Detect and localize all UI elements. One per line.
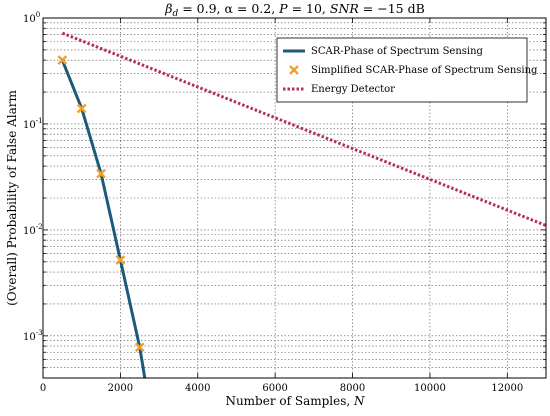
- scar-line: [60, 59, 147, 379]
- x-tick-label: 12000: [491, 383, 523, 394]
- marker-stroke: [134, 342, 145, 353]
- x-tick-label: 2000: [108, 383, 133, 394]
- legend-box: [276, 37, 528, 103]
- axis-ticks: 0 2000 4000 6000 8000 10000 12000 100 10-1 10-2 10…: [23, 11, 546, 394]
- legend-label-scar: SCAR-Phase of Spectrum Sensing: [311, 46, 484, 57]
- x-tick-label: 6000: [262, 383, 287, 394]
- y-tick-label: 10-2: [23, 223, 43, 237]
- legend-swatch-simplified-scar: [289, 65, 299, 75]
- y-tick-label: 10-1: [23, 117, 43, 131]
- y-axis-label: (Overall) Probability of False Alarm: [5, 89, 19, 305]
- y-tick-label: 10-3: [23, 329, 43, 343]
- chart-title: βd = 0.9, α = 0.2, P = 10, SNR = −15 dB: [164, 1, 425, 19]
- x-tick-label: 0: [40, 383, 46, 394]
- simplified-scar-marker: [115, 255, 126, 265]
- x-tick-label: 8000: [340, 383, 365, 394]
- series-layer: [57, 31, 547, 379]
- x-tick-label: 10000: [414, 383, 446, 394]
- legend: SCAR-Phase of Spectrum Sensing Simplifie…: [276, 37, 538, 103]
- marker-stroke: [76, 103, 87, 114]
- simplified-scar-marker: [57, 55, 68, 66]
- y-tick-label: 100: [23, 11, 40, 25]
- simplified-scar-marker: [96, 168, 106, 179]
- energy-detector-line: [61, 31, 547, 227]
- legend-label-simplified-scar: Simplified SCAR-Phase of Spectrum Sensin…: [311, 65, 538, 76]
- x-axis-label: Number of Samples, N: [225, 394, 365, 408]
- simplified-scar-marker: [76, 103, 87, 114]
- x-tick-label: 4000: [185, 383, 210, 394]
- marker-stroke: [115, 255, 126, 265]
- marker-stroke: [96, 168, 106, 179]
- legend-label-energy-detector: Energy Detector: [311, 84, 395, 95]
- marker-stroke: [57, 55, 68, 66]
- simplified-scar-marker: [134, 342, 145, 353]
